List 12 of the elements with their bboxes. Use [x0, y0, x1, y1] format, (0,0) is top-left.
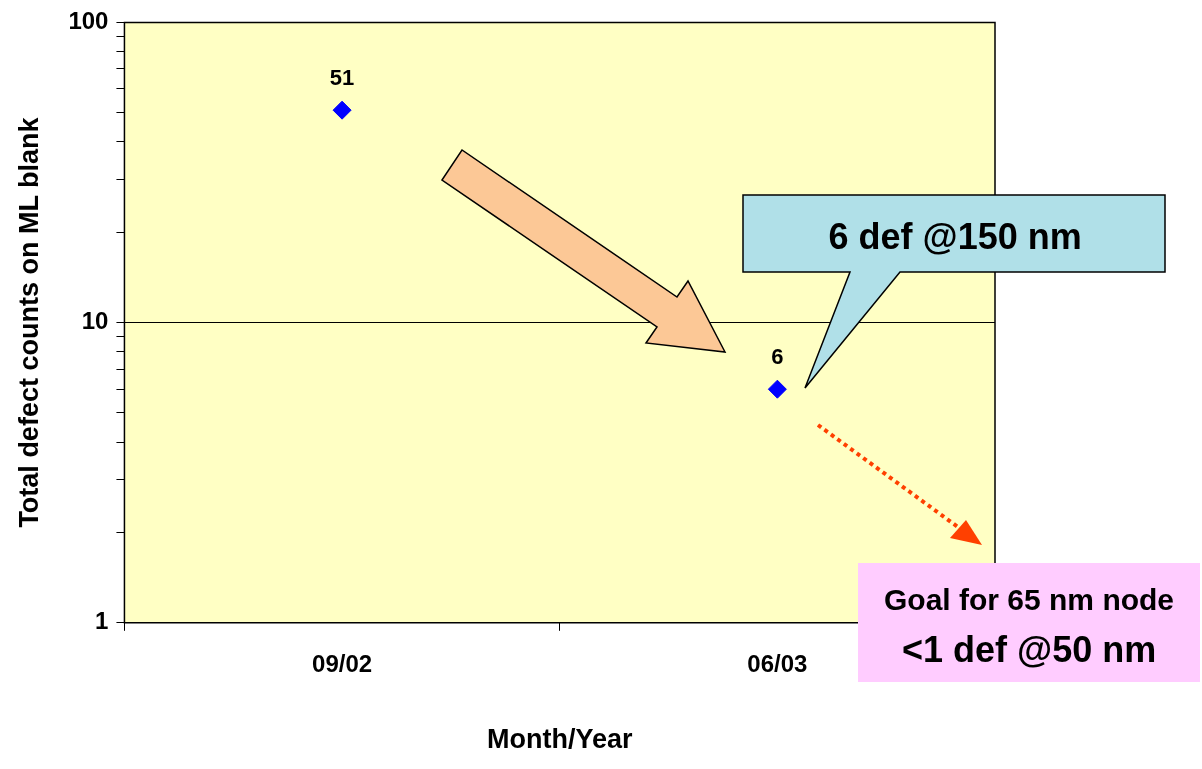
data-label: 6: [771, 344, 784, 370]
x-axis-title: Month/Year: [486, 724, 633, 755]
text: <1 def @50 nm: [902, 629, 1157, 671]
annotation: 6 def @150 nm: [828, 216, 1082, 258]
annotation: Goal for 65 nm node: [884, 583, 1175, 617]
y-tick-label: 1: [95, 607, 109, 635]
y-tick-label: 100: [68, 7, 109, 35]
x-tick-label: 09/02: [312, 649, 373, 677]
y-tick-label: 10: [81, 307, 109, 335]
y-axis-title: Total defect counts on ML blank: [13, 116, 44, 528]
x-tick-label: 06/03: [747, 649, 808, 677]
data-label: 51: [329, 65, 355, 91]
